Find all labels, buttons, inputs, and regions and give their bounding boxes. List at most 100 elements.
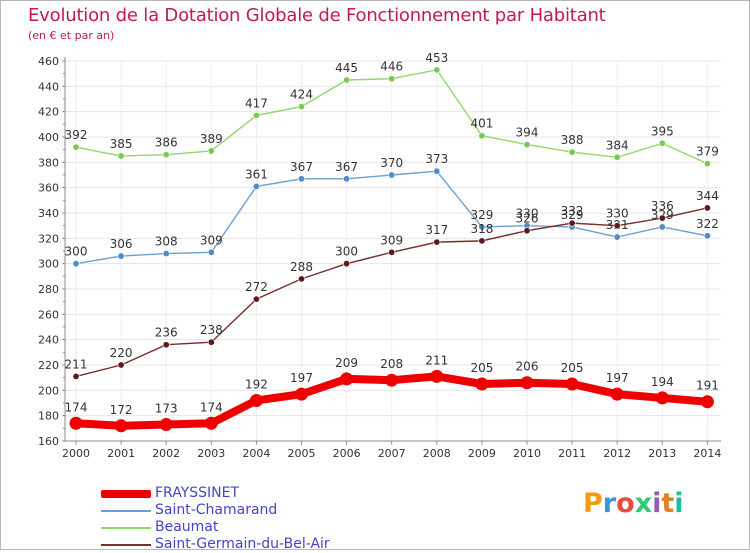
- data-label-saint-germain-du-bel-air: 317: [425, 223, 448, 237]
- data-label-saint-chamarand: 329: [561, 208, 584, 222]
- data-point-frayssinet: [340, 372, 354, 386]
- data-label-saint-germain-du-bel-air: 211: [65, 357, 88, 371]
- data-label-saint-germain-du-bel-air: 300: [335, 245, 358, 259]
- x-tick-label: 2012: [603, 447, 631, 460]
- data-point-saint-chamarand: [478, 223, 486, 231]
- data-point-saint-chamarand: [613, 233, 621, 241]
- data-label-beaumat: 401: [470, 117, 493, 131]
- y-tick-label: 340: [38, 207, 59, 220]
- data-label-saint-chamarand: 309: [200, 233, 223, 247]
- data-point-frayssinet: [385, 373, 399, 387]
- y-tick-label: 300: [38, 258, 59, 271]
- data-label-saint-germain-du-bel-air: 220: [110, 346, 133, 360]
- legend-label-saint-chamarand: Saint-Chamarand: [155, 502, 278, 518]
- data-label-saint-germain-du-bel-air: 344: [696, 189, 719, 203]
- data-point-saint-germain-du-bel-air: [117, 361, 125, 369]
- data-point-frayssinet: [295, 387, 308, 401]
- legend-swatch-saint-germain: [101, 544, 151, 546]
- logo-letter: t: [661, 488, 675, 519]
- x-tick-label: 2005: [288, 447, 316, 460]
- legend-item-frayssinet: FRAYSSINET: [101, 485, 361, 502]
- data-label-frayssinet: 192: [245, 377, 268, 391]
- data-label-frayssinet: 194: [651, 375, 674, 389]
- legend-label-frayssinet: FRAYSSINET: [155, 485, 240, 501]
- data-point-saint-germain-du-bel-air: [478, 237, 486, 245]
- data-label-beaumat: 445: [335, 61, 358, 75]
- y-tick-label: 320: [38, 232, 59, 245]
- x-tick-label: 2006: [333, 447, 361, 460]
- x-tick-label: 2011: [558, 447, 586, 460]
- data-point-beaumat: [568, 148, 576, 156]
- logo-letter: r: [602, 488, 617, 519]
- data-point-beaumat: [117, 152, 125, 160]
- data-label-saint-germain-du-bel-air: 332: [561, 204, 584, 218]
- data-label-frayssinet: 197: [290, 371, 313, 385]
- data-point-beaumat: [613, 153, 621, 161]
- legend-item-beaumat: Beaumat: [101, 519, 361, 536]
- data-point-saint-germain-du-bel-air: [703, 204, 711, 212]
- data-point-beaumat: [162, 151, 170, 159]
- data-point-saint-germain-du-bel-air: [297, 275, 305, 283]
- legend-label-saint-germain: Saint-Germain-du-Bel-Air: [155, 536, 330, 552]
- data-label-frayssinet: 205: [561, 361, 584, 375]
- logo-letter: x: [634, 488, 653, 519]
- data-label-beaumat: 386: [155, 136, 178, 150]
- chart-subtitle: (en € et par an): [28, 29, 115, 42]
- data-label-beaumat: 385: [110, 137, 133, 151]
- data-label-saint-chamarand: 367: [290, 160, 313, 174]
- data-point-beaumat: [658, 139, 666, 147]
- data-point-beaumat: [343, 76, 351, 84]
- data-point-saint-chamarand: [658, 223, 666, 231]
- x-tick-label: 2003: [197, 447, 225, 460]
- data-label-beaumat: 379: [696, 145, 719, 159]
- data-point-saint-germain-du-bel-air: [72, 372, 80, 380]
- data-label-beaumat: 446: [380, 60, 403, 74]
- data-label-frayssinet: 211: [425, 353, 448, 367]
- data-label-saint-chamarand: 329: [470, 208, 493, 222]
- data-label-saint-chamarand: 300: [65, 245, 88, 259]
- data-point-saint-germain-du-bel-air: [658, 214, 666, 222]
- data-label-saint-germain-du-bel-air: 238: [200, 323, 223, 337]
- x-tick-label: 2008: [423, 447, 451, 460]
- data-point-beaumat: [703, 160, 711, 168]
- data-label-saint-germain-du-bel-air: 236: [155, 326, 178, 340]
- data-point-beaumat: [523, 141, 531, 149]
- legend-label-beaumat: Beaumat: [155, 519, 219, 535]
- data-label-beaumat: 417: [245, 96, 268, 110]
- logo-letter: P: [583, 488, 603, 519]
- data-point-beaumat: [478, 132, 486, 140]
- data-point-saint-chamarand: [72, 260, 80, 268]
- y-tick-label: 240: [38, 334, 59, 347]
- chart-legend: FRAYSSINET Saint-Chamarand Beaumat Saint…: [101, 485, 361, 553]
- data-point-saint-chamarand: [207, 248, 215, 256]
- legend-swatch-saint-chamarand: [101, 510, 151, 512]
- y-tick-label: 420: [38, 106, 59, 119]
- data-label-frayssinet: 174: [65, 400, 88, 414]
- data-point-frayssinet: [159, 418, 173, 432]
- data-label-saint-chamarand: 308: [155, 235, 178, 249]
- logo-letter: i: [652, 488, 662, 519]
- data-label-beaumat: 394: [516, 126, 539, 140]
- y-tick-label: 460: [38, 55, 59, 68]
- data-label-frayssinet: 191: [696, 379, 719, 393]
- x-tick-label: 2001: [107, 447, 135, 460]
- data-point-frayssinet: [655, 391, 669, 405]
- data-point-saint-germain-du-bel-air: [207, 338, 215, 346]
- data-label-frayssinet: 205: [470, 361, 493, 375]
- data-point-frayssinet: [610, 387, 624, 401]
- x-tick-label: 2009: [468, 447, 496, 460]
- data-label-saint-germain-du-bel-air: 272: [245, 280, 268, 294]
- data-label-frayssinet: 174: [200, 400, 223, 414]
- data-label-saint-chamarand: 361: [245, 167, 268, 181]
- data-label-saint-germain-du-bel-air: 326: [516, 212, 539, 226]
- x-tick-label: 2013: [648, 447, 676, 460]
- data-label-saint-germain-du-bel-air: 309: [380, 233, 403, 247]
- data-point-saint-germain-du-bel-air: [252, 295, 260, 303]
- data-label-frayssinet: 172: [110, 403, 133, 417]
- y-tick-label: 360: [38, 182, 59, 195]
- data-label-beaumat: 388: [561, 133, 584, 147]
- data-label-saint-chamarand: 367: [335, 160, 358, 174]
- data-label-saint-germain-du-bel-air: 288: [290, 260, 313, 274]
- data-label-beaumat: 395: [651, 124, 674, 138]
